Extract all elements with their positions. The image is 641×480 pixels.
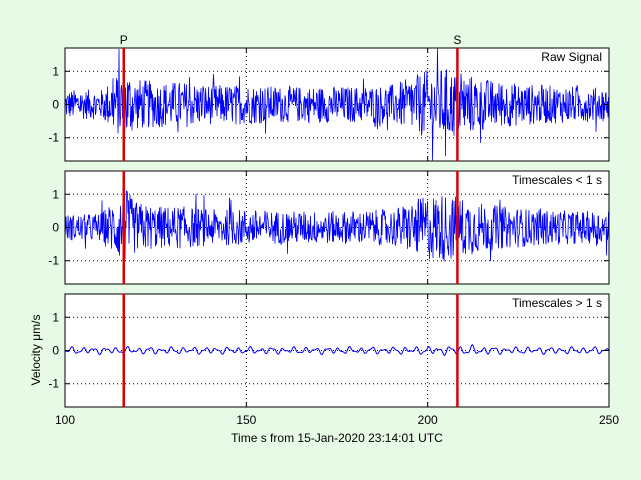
trace-panel-2 bbox=[64, 190, 610, 262]
y-tick-label-1-0: -1 bbox=[48, 131, 59, 145]
phase-marker-label-s: S bbox=[453, 33, 461, 47]
y-tick-label-1-1: 0 bbox=[52, 98, 59, 112]
y-tick-label-2-1: 0 bbox=[52, 221, 59, 235]
y-axis-label: Velocity μm/s bbox=[29, 315, 43, 386]
y-tick-label-2-2: 1 bbox=[52, 187, 59, 201]
x-tick-label-1: 150 bbox=[236, 413, 256, 427]
x-tick-label-3: 250 bbox=[599, 413, 619, 427]
phase-marker-label-p: P bbox=[120, 33, 128, 47]
y-tick-label-3-2: 1 bbox=[52, 310, 59, 324]
y-tick-label-3-1: 0 bbox=[52, 344, 59, 358]
trace-panel-1 bbox=[64, 48, 610, 161]
panel-annotation-1: Raw Signal bbox=[541, 50, 602, 64]
trace-panel-3 bbox=[64, 344, 610, 357]
panel-annotation-3: Timescales > 1 s bbox=[512, 296, 602, 310]
y-tick-label-2-0: -1 bbox=[48, 254, 59, 268]
x-tick-label-2: 200 bbox=[418, 413, 438, 427]
y-tick-label-3-0: -1 bbox=[48, 377, 59, 391]
x-axis-label: Time s from 15-Jan-2020 23:14:01 UTC bbox=[231, 431, 443, 445]
x-tick-label-0: 100 bbox=[55, 413, 75, 427]
panel-annotation-2: Timescales < 1 s bbox=[512, 173, 602, 187]
y-tick-label-1-2: 1 bbox=[52, 64, 59, 78]
